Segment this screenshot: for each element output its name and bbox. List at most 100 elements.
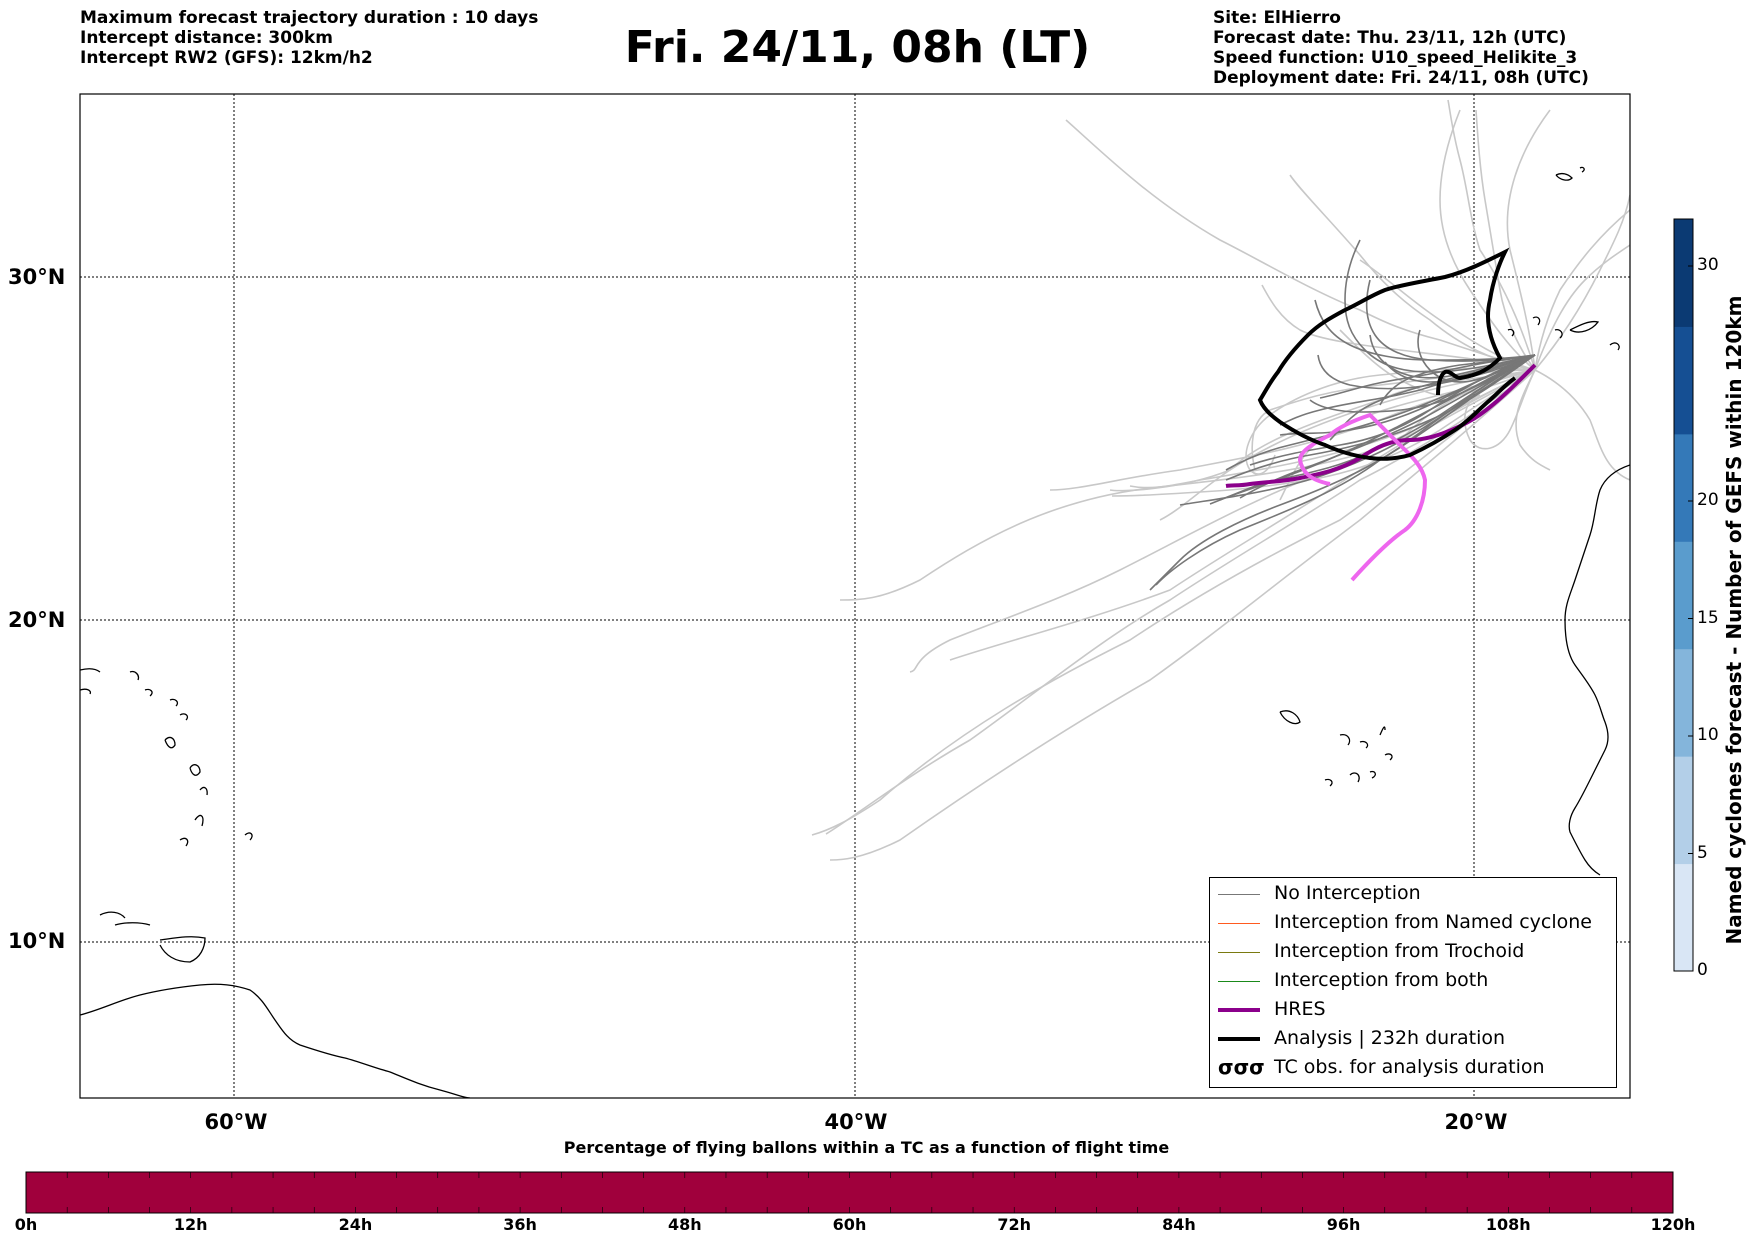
cyclone-count-tick-label: 15	[1697, 607, 1719, 628]
coast-venezuela-islands	[99, 911, 151, 926]
light-ensemble-tracks	[811, 99, 1630, 861]
track-light	[1111, 369, 1536, 497]
legend-label: HRES	[1274, 998, 1326, 1020]
alt-track	[1297, 412, 1428, 582]
coast-canaries	[1507, 316, 1620, 351]
legend-label: Analysis | 232h duration	[1274, 1027, 1506, 1049]
flight-time-tick-label: 96h	[1326, 1215, 1361, 1234]
track-no-interception	[1219, 354, 1536, 501]
legend-item-analysis: Analysis | 232h duration	[1210, 1025, 1616, 1054]
header-right: Site: ElHierro Forecast date: Thu. 23/11…	[1213, 8, 1589, 88]
cyclone-count-color-band	[1674, 863, 1693, 972]
cyclone-count-color-band	[1674, 219, 1693, 327]
track-light	[1534, 244, 1630, 371]
analysis-track	[1257, 247, 1517, 461]
header-site: Site: ElHierro	[1213, 8, 1341, 28]
header-duration: Maximum forecast trajectory duration : 1…	[80, 8, 539, 28]
header-speed-function: Speed function: U10_speed_Helikite_3	[1213, 48, 1578, 68]
legend-swatch	[1218, 1037, 1260, 1041]
lon-label-20w: 20°W	[1444, 1110, 1508, 1134]
track-light	[811, 369, 1536, 836]
header-forecast-date: Forecast date: Thu. 23/11, 12h (UTC)	[1213, 28, 1567, 48]
cyclone-count-tick-label: 30	[1697, 255, 1719, 275]
flight-time-tick-label: 108h	[1485, 1215, 1531, 1234]
track-no-interception	[1344, 239, 1536, 373]
legend-label: No Interception	[1274, 882, 1421, 904]
track-light	[949, 369, 1536, 661]
track-light	[1534, 209, 1630, 371]
track-no-interception	[1149, 354, 1536, 591]
flight-time-tick-label: 24h	[338, 1215, 373, 1234]
cyclone-count-tick-label: 20	[1697, 490, 1719, 510]
cyclone-count-colorbar-frame	[1673, 218, 1694, 972]
track-light	[829, 369, 1536, 861]
cyclone-count-color-band	[1674, 541, 1693, 650]
cyclone-count-color-band	[1674, 326, 1693, 435]
track-light	[1439, 109, 1536, 371]
cyclone-count-tick-label: 10	[1697, 725, 1719, 745]
legend-item-no-interception: No Interception	[1210, 880, 1616, 909]
coast-lesser-antilles	[164, 736, 253, 847]
lat-label-10n: 10°N	[8, 929, 66, 953]
flight-time-tick-label: 120h	[1650, 1215, 1696, 1234]
track-no-interception	[1365, 279, 1536, 362]
track-light	[1464, 369, 1536, 450]
legend-label: Interception from Trochoid	[1274, 940, 1525, 962]
cyclone-count-tick-label: 5	[1697, 842, 1708, 863]
flight-time-colorbar	[25, 1171, 1674, 1214]
track-light	[1534, 194, 1630, 371]
coast-africa	[1564, 464, 1630, 876]
track-light	[1506, 109, 1551, 371]
legend-label: Interception from both	[1274, 969, 1489, 991]
track-no-interception	[1155, 354, 1536, 586]
track-light	[1065, 119, 1536, 371]
legend-swatch	[1218, 1008, 1260, 1012]
coast-caribbean-south	[80, 983, 471, 1098]
cyclone-count-colorbar-title: Named cyclones forecast - Number of GEFS…	[1722, 295, 1746, 945]
cyclone-count-colorbar	[1673, 218, 1694, 972]
flight-time-tick-label: 36h	[503, 1215, 537, 1234]
track-no-interception	[1317, 354, 1536, 390]
flight-time-colorbar-ticks	[25, 1172, 1633, 1213]
legend-label: TC obs. for analysis duration	[1274, 1056, 1545, 1078]
track-light	[1339, 329, 1536, 398]
legend-item-tc-obs: σσσ TC obs. for analysis duration	[1210, 1054, 1616, 1083]
track-no-interception	[1329, 354, 1536, 441]
flight-time-tick-label: 72h	[997, 1215, 1032, 1234]
track-no-interception	[1179, 354, 1536, 506]
cyclone-count-tick-label: 0	[1697, 960, 1708, 980]
lat-label-30n: 30°N	[8, 265, 66, 289]
coast-trinidad	[159, 936, 206, 963]
flight-time-colorbar-title: Percentage of flying ballons within a TC…	[563, 1138, 1170, 1157]
flight-time-tick-label: 0h	[14, 1215, 38, 1234]
legend-item-trochoid: Interception from Trochoid	[1210, 938, 1616, 967]
header-deployment-date: Deployment date: Fri. 24/11, 08h (UTC)	[1213, 68, 1589, 88]
track-light	[1245, 367, 1536, 475]
legend-swatch	[1218, 894, 1260, 895]
track-no-interception	[1314, 299, 1536, 361]
legend-item-hres: HRES	[1210, 996, 1616, 1025]
header-intercept-distance: Intercept distance: 300km	[80, 28, 333, 48]
flight-time-tick-label: 60h	[832, 1215, 867, 1234]
header-left: Maximum forecast trajectory duration : 1…	[80, 8, 538, 68]
lat-label-20n: 20°N	[8, 608, 66, 632]
map-frame	[79, 93, 1631, 1099]
legend-swatch	[1218, 923, 1260, 924]
cyclone-count-color-band	[1674, 648, 1693, 757]
flight-time-tick-label: 48h	[667, 1215, 702, 1234]
lon-label-40w: 40°W	[824, 1110, 888, 1134]
legend-item-both: Interception from both	[1210, 967, 1616, 996]
coast-madeira	[1555, 166, 1585, 181]
map-legend: No Interception Interception from Named …	[1209, 877, 1617, 1088]
cyclone-count-color-band	[1674, 756, 1693, 865]
lon-label-60w: 60°W	[204, 1110, 268, 1134]
coast-puerto-rico	[80, 668, 189, 721]
page-title: Fri. 24/11, 08h (LT)	[624, 22, 1091, 73]
coastlines	[80, 166, 1630, 1098]
no-interception-tracks	[1149, 239, 1536, 591]
header-intercept-rw2: Intercept RW2 (GFS): 12km/h2	[80, 48, 373, 68]
track-light	[1515, 369, 1551, 471]
tc-symbol-icon: σσσ	[1218, 1055, 1265, 1079]
legend-swatch	[1218, 952, 1260, 953]
